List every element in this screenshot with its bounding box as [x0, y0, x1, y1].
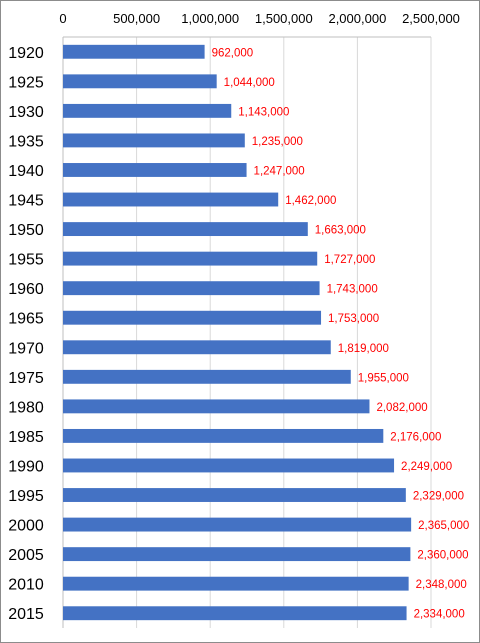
y-tick-label: 1920 — [8, 45, 44, 62]
y-tick-label: 2000 — [8, 518, 44, 535]
data-label: 2,249,000 — [401, 461, 452, 473]
data-label: 1,462,000 — [285, 195, 336, 207]
y-tick-label: 2015 — [8, 606, 44, 623]
data-label: 2,348,000 — [416, 579, 467, 591]
x-tick-label: 2,500,000 — [402, 11, 460, 26]
bar — [63, 222, 308, 237]
data-label: 1,143,000 — [238, 106, 289, 118]
data-label: 1,727,000 — [324, 254, 375, 266]
bar — [63, 192, 279, 207]
axes — [62, 36, 431, 628]
data-label: 1,247,000 — [254, 165, 305, 177]
bar — [63, 340, 331, 355]
data-label: 2,360,000 — [417, 550, 468, 562]
y-tick-label: 2010 — [8, 577, 44, 594]
y-tick-label: 1940 — [8, 163, 44, 180]
data-label: 1,663,000 — [315, 225, 366, 237]
data-label: 2,082,000 — [376, 402, 427, 414]
data-label: 2,176,000 — [390, 431, 441, 443]
x-tick-label: 1,000,000 — [181, 11, 239, 26]
y-tick-label: 1990 — [8, 458, 44, 475]
bar — [63, 576, 409, 591]
x-tick-label: 0 — [59, 11, 66, 26]
bar — [63, 428, 384, 443]
grid-lines — [136, 37, 432, 628]
data-label: 1,044,000 — [224, 77, 275, 89]
y-tick-label: 1970 — [8, 340, 44, 357]
bar — [63, 369, 351, 384]
data-labels: 962,000 1,044,000 1,143,000 1,235,000 1,247,… — [212, 47, 470, 620]
bar — [63, 310, 322, 325]
y-tick-label: 2005 — [8, 547, 44, 564]
y-tick-label: 1985 — [8, 429, 44, 446]
y-tick-label: 1935 — [8, 133, 44, 150]
data-label: 2,365,000 — [418, 520, 469, 532]
x-tick-label: 500,000 — [113, 11, 160, 26]
bar — [63, 399, 370, 414]
y-tick-label: 1975 — [8, 370, 44, 387]
bar — [63, 133, 245, 148]
x-tick-label: 1,500,000 — [255, 11, 313, 26]
data-label: 1,743,000 — [327, 284, 378, 296]
y-tick-label: 1965 — [8, 311, 44, 328]
bar — [63, 74, 217, 89]
y-tick-label: 1950 — [8, 222, 44, 239]
y-tick-label: 1955 — [8, 252, 44, 269]
y-tick-label: 1995 — [8, 488, 44, 505]
data-label: 962,000 — [212, 47, 254, 59]
data-label: 1,955,000 — [358, 372, 409, 384]
bar — [63, 281, 320, 296]
x-tick-labels: 0 500,000 1,000,000 1,500,000 2,000,000 2,500… — [59, 11, 460, 26]
bar — [63, 488, 406, 502]
bar — [63, 251, 318, 266]
y-tick-label: 1960 — [8, 281, 44, 298]
bar — [63, 458, 395, 473]
data-label: 2,329,000 — [413, 491, 464, 503]
y-tick-label: 1930 — [8, 104, 44, 121]
bar — [63, 163, 247, 177]
bar — [63, 517, 412, 532]
bar — [63, 44, 205, 59]
data-label: 2,334,000 — [414, 609, 465, 621]
bar — [63, 103, 232, 118]
data-label: 1,819,000 — [338, 343, 389, 355]
bar — [63, 547, 411, 562]
data-label: 1,753,000 — [328, 313, 379, 325]
x-tick-label: 2,000,000 — [328, 11, 386, 26]
y-tick-label: 1980 — [8, 399, 44, 416]
y-tick-label: 1945 — [8, 193, 44, 210]
y-tick-label: 1925 — [8, 74, 44, 91]
y-tick-labels: 1920 1925 1930 1935 1940 1945 1950 1955 1960 1965… — [8, 45, 44, 623]
bar — [63, 606, 407, 621]
data-label: 1,235,000 — [252, 136, 303, 148]
bars — [63, 44, 412, 621]
